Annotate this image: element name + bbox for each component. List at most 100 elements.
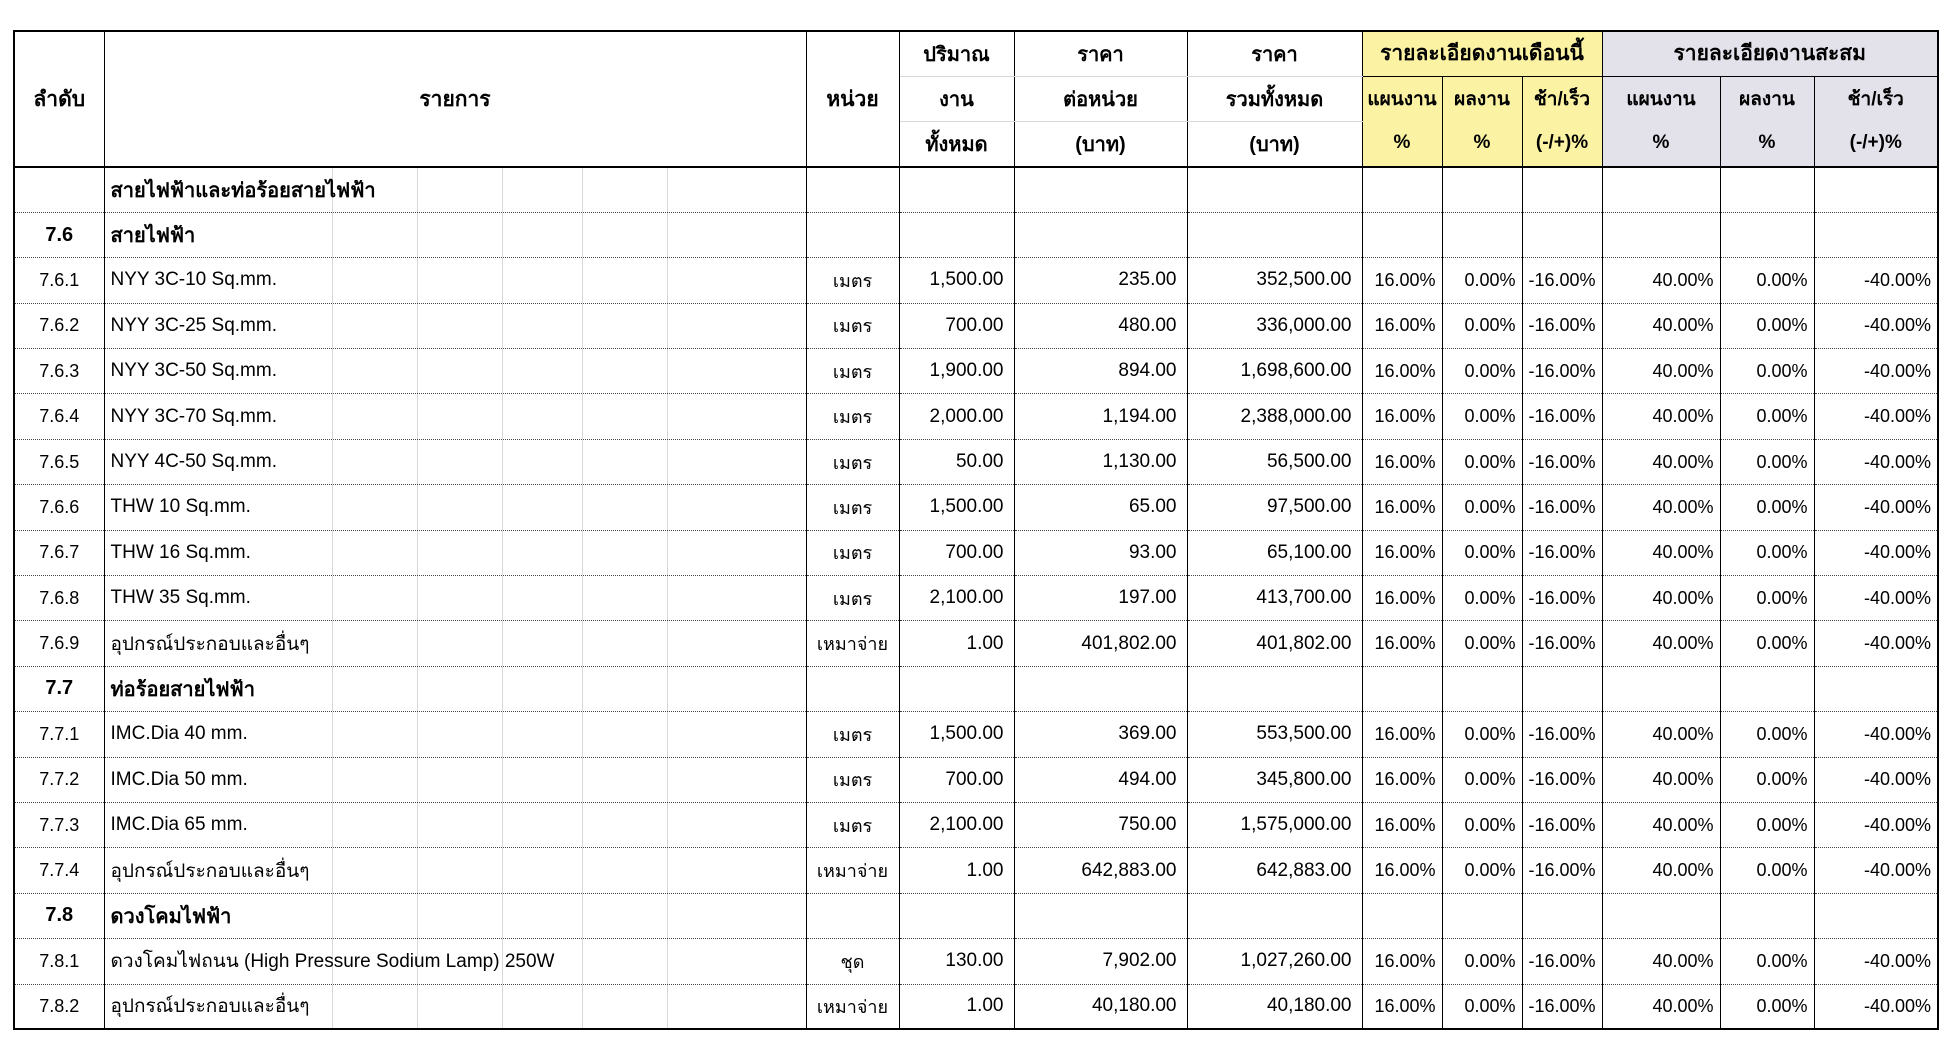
table-row: 7.7.1 IMC.Dia 40 mm. เมตร 1,500.00 369.00 553… (14, 711, 1939, 758)
cell-cum-actual: 0.00% (1720, 620, 1815, 667)
cell-qty: 130.00 (899, 938, 1015, 985)
cell-cum-diff: -40.00% (1814, 711, 1939, 758)
cell-month-diff: -16.00% (1522, 303, 1603, 350)
cell-month-plan: 16.00% (1362, 757, 1443, 803)
cell-total (1187, 212, 1363, 259)
cell-month-diff: -16.00% (1522, 620, 1603, 667)
cell-unit-price: 65.00 (1014, 484, 1188, 531)
cell-month-plan: 16.00% (1362, 484, 1443, 531)
cell-total (1187, 893, 1363, 940)
cell-cum-diff: -40.00% (1814, 575, 1939, 622)
cell-unit: เมตร (806, 757, 900, 803)
cell-total: 1,027,260.00 (1187, 938, 1363, 985)
cell-cum-diff (1814, 167, 1939, 213)
cell-total: 553,500.00 (1187, 711, 1363, 758)
cell-cum-plan: 40.00% (1602, 484, 1721, 531)
cell-no: 7.8.1 (14, 938, 105, 985)
cell-month-diff (1522, 893, 1603, 940)
cell-no: 7.6.5 (14, 439, 105, 486)
table-row: 7.6.3 NYY 3C-50 Sq.mm. เมตร 1,900.00 894.00 1… (14, 348, 1939, 395)
cell-cum-actual (1720, 666, 1815, 713)
cell-item: THW 16 Sq.mm. (104, 530, 807, 577)
cell-unit (806, 167, 900, 213)
cell-qty: 2,100.00 (899, 802, 1015, 849)
cell-total: 65,100.00 (1187, 530, 1363, 577)
cell-total: 97,500.00 (1187, 484, 1363, 531)
table-row: 7.6.9 อุปกรณ์ประกอบและอื่นๆ เหมาจ่าย 1.00 40… (14, 620, 1939, 667)
cell-unit: เหมาจ่าย (806, 620, 900, 667)
cell-month-actual (1442, 666, 1523, 713)
cell-cum-plan: 40.00% (1602, 802, 1721, 849)
col-header-no: ลำดับ (14, 31, 105, 168)
cell-month-actual: 0.00% (1442, 303, 1523, 350)
cell-unit-price: 1,130.00 (1014, 439, 1188, 486)
cell-cum-plan (1602, 167, 1721, 213)
cell-qty (899, 893, 1015, 940)
cell-no: 7.6.2 (14, 303, 105, 350)
cell-month-diff: -16.00% (1522, 802, 1603, 849)
cell-month-diff: -16.00% (1522, 757, 1603, 803)
cell-cum-plan (1602, 212, 1721, 259)
cumulative-group-header: รายละเอียดงานสะสม (1602, 31, 1939, 77)
table-row: 7.6.1 NYY 3C-10 Sq.mm. เมตร 1,500.00 235.00 3… (14, 257, 1939, 304)
cell-month-diff: -16.00% (1522, 257, 1603, 304)
cell-total: 336,000.00 (1187, 303, 1363, 350)
cell-unit-price: 235.00 (1014, 257, 1188, 304)
section-row: 7.6 สายไฟฟ้า (14, 212, 1939, 259)
cell-item: THW 35 Sq.mm. (104, 575, 807, 622)
cell-month-diff: -16.00% (1522, 439, 1603, 486)
cell-item: NYY 3C-10 Sq.mm. (104, 257, 807, 304)
cell-qty (899, 167, 1015, 213)
cell-month-plan: 16.00% (1362, 530, 1443, 577)
cell-cum-diff: -40.00% (1814, 620, 1939, 667)
cell-total: 642,883.00 (1187, 847, 1363, 894)
col-header-unit: หน่วย (806, 31, 900, 168)
cell-item: NYY 3C-50 Sq.mm. (104, 348, 807, 395)
cell-cum-diff: -40.00% (1814, 303, 1939, 350)
cell-cum-actual: 0.00% (1720, 847, 1815, 894)
cell-month-plan: 16.00% (1362, 393, 1443, 440)
cell-unit (806, 212, 900, 259)
cell-month-actual: 0.00% (1442, 484, 1523, 531)
table-row: 7.6.5 NYY 4C-50 Sq.mm. เมตร 50.00 1,130.00 56… (14, 439, 1939, 486)
col-header-item: รายการ (104, 31, 807, 168)
cell-month-plan: 16.00% (1362, 439, 1443, 486)
cell-month-diff: -16.00% (1522, 575, 1603, 622)
cell-cum-actual (1720, 893, 1815, 940)
cell-cum-diff: -40.00% (1814, 393, 1939, 440)
cell-total: 56,500.00 (1187, 439, 1363, 486)
cell-cum-diff: -40.00% (1814, 348, 1939, 395)
cell-unit: เมตร (806, 439, 900, 486)
cell-unit: เมตร (806, 575, 900, 622)
cell-item: สายไฟฟ้า (104, 212, 807, 259)
cell-cum-actual: 0.00% (1720, 938, 1815, 985)
cell-cum-diff (1814, 893, 1939, 940)
cell-cum-actual: 0.00% (1720, 257, 1815, 304)
cell-unit: ชุด (806, 938, 900, 985)
cell-no: 7.8.2 (14, 984, 105, 1030)
cell-total: 2,388,000.00 (1187, 393, 1363, 440)
cell-total: 1,575,000.00 (1187, 802, 1363, 849)
cell-month-plan: 16.00% (1362, 575, 1443, 622)
cell-item: ท่อร้อยสายไฟฟ้า (104, 666, 807, 713)
cell-month-plan: 16.00% (1362, 984, 1443, 1030)
cell-cum-plan (1602, 666, 1721, 713)
cell-unit-price: 642,883.00 (1014, 847, 1188, 894)
cell-cum-plan: 40.00% (1602, 303, 1721, 350)
cell-total (1187, 666, 1363, 713)
cell-cum-diff: -40.00% (1814, 757, 1939, 803)
cell-item: ดวงโคมไฟถนน (High Pressure Sodium Lamp) … (104, 938, 807, 985)
cum-diff-label: ช้า/เร็ว (1847, 88, 1904, 110)
cell-month-plan: 16.00% (1362, 802, 1443, 849)
cell-no: 7.6.1 (14, 257, 105, 304)
cell-qty: 1.00 (899, 984, 1015, 1030)
cell-month-actual: 0.00% (1442, 984, 1523, 1030)
col-header-unit-price-line2: ต่อหน่วย (1014, 76, 1188, 122)
cum-diff-pct: (-/+)% (1849, 132, 1902, 154)
cell-unit-price (1014, 212, 1188, 259)
cell-month-actual: 0.00% (1442, 393, 1523, 440)
cell-cum-plan: 40.00% (1602, 847, 1721, 894)
cell-cum-diff: -40.00% (1814, 984, 1939, 1030)
section-row: 7.7 ท่อร้อยสายไฟฟ้า (14, 666, 1939, 713)
cell-cum-actual (1720, 212, 1815, 259)
